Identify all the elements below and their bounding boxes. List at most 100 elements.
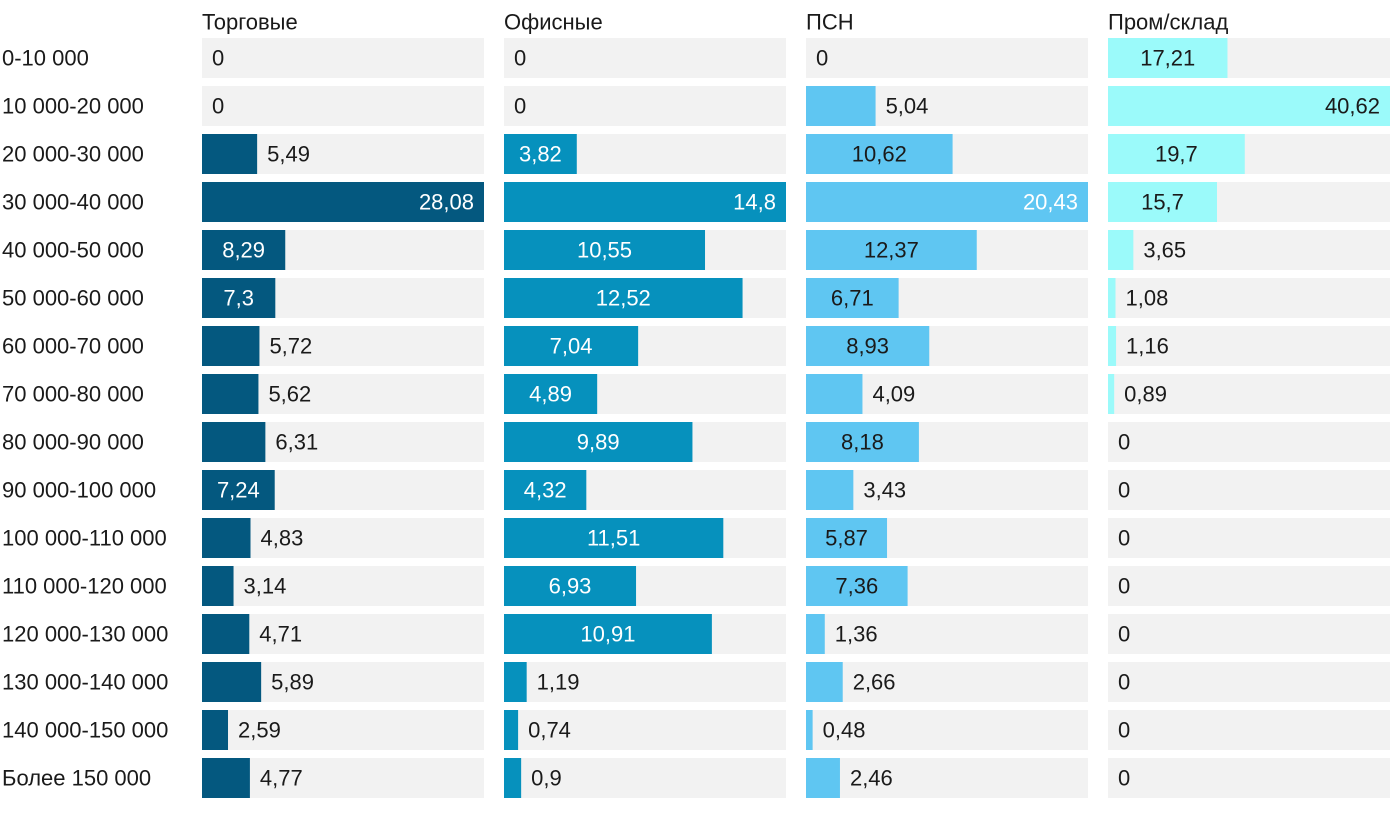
data-label: 0,48	[823, 718, 866, 743]
bar	[504, 134, 577, 174]
bar-track	[1108, 710, 1390, 750]
row-label: 40 000-50 000	[2, 238, 144, 263]
data-label: 0	[1118, 718, 1130, 743]
bar-track	[1108, 518, 1390, 558]
panel-title: Офисные	[504, 10, 603, 35]
row-label: 20 000-30 000	[2, 142, 144, 167]
bar-track	[202, 38, 484, 78]
bar	[202, 326, 260, 366]
bar	[202, 710, 229, 750]
data-label: 6,71	[831, 286, 874, 311]
data-label: 0	[1118, 622, 1130, 647]
row-label: 80 000-90 000	[2, 430, 144, 455]
bar-track	[504, 710, 786, 750]
data-label: 3,43	[863, 478, 906, 503]
bar-track	[504, 662, 786, 702]
bar-track	[806, 710, 1088, 750]
data-label: 0,89	[1124, 382, 1167, 407]
bar	[806, 230, 977, 270]
panel-title: Торговые	[202, 10, 298, 35]
bar	[806, 134, 953, 174]
bar	[806, 86, 876, 126]
data-label: 12,52	[596, 286, 651, 311]
data-label: 3,82	[519, 142, 562, 167]
data-label: 2,66	[853, 670, 896, 695]
row-label: 50 000-60 000	[2, 286, 144, 311]
data-label: 2,59	[238, 718, 281, 743]
data-label: 1,36	[835, 622, 878, 647]
bar	[1108, 374, 1115, 414]
bar	[202, 470, 275, 510]
bar-track	[1108, 230, 1390, 270]
bar	[806, 518, 888, 558]
bar	[202, 374, 259, 414]
data-label: 8,29	[222, 238, 265, 263]
data-label: 0	[212, 46, 224, 71]
data-label: 0	[212, 94, 224, 119]
data-label: 3,14	[244, 574, 287, 599]
row-label: 60 000-70 000	[2, 334, 144, 359]
row-label: 100 000-110 000	[2, 526, 167, 551]
data-label: 0	[514, 46, 526, 71]
data-label: 9,89	[577, 430, 620, 455]
data-label: 8,93	[846, 334, 889, 359]
bar	[806, 614, 825, 654]
bar	[806, 182, 1088, 222]
bar	[504, 278, 743, 318]
data-label: 0	[1118, 430, 1130, 455]
bar	[1108, 38, 1228, 78]
bar	[1108, 182, 1217, 222]
data-label: 0	[1118, 766, 1130, 791]
bar	[202, 278, 276, 318]
data-label: 0	[1118, 478, 1130, 503]
data-label: 0,74	[528, 718, 571, 743]
data-label: 20,43	[1023, 190, 1078, 215]
row-label: 30 000-40 000	[2, 190, 144, 215]
data-label: 19,7	[1155, 142, 1198, 167]
data-label: 5,72	[269, 334, 312, 359]
bar-track	[1108, 758, 1390, 798]
bar-track	[806, 38, 1088, 78]
bar	[504, 518, 724, 558]
bar-track	[1108, 326, 1390, 366]
bar-track	[504, 86, 786, 126]
row-label: 120 000-130 000	[2, 622, 168, 647]
data-label: 28,08	[419, 190, 474, 215]
bar-track	[1108, 374, 1390, 414]
data-label: 5,89	[271, 670, 314, 695]
bar	[504, 566, 637, 606]
bar	[1108, 134, 1245, 174]
row-label: 130 000-140 000	[2, 670, 168, 695]
row-label: 90 000-100 000	[2, 478, 156, 503]
bar-track	[1108, 662, 1390, 702]
data-label: 8,18	[841, 430, 884, 455]
bar	[806, 326, 930, 366]
bar-track	[806, 614, 1088, 654]
data-label: 1,08	[1125, 286, 1168, 311]
bar	[202, 182, 484, 222]
bar	[806, 758, 840, 798]
bar	[1108, 326, 1117, 366]
panel-title: ПСН	[806, 10, 854, 35]
bar	[1108, 230, 1134, 270]
bar	[806, 374, 863, 414]
bar-track	[806, 662, 1088, 702]
bar-track	[202, 86, 484, 126]
bar	[202, 758, 250, 798]
data-label: 17,21	[1140, 46, 1195, 71]
bar	[202, 662, 262, 702]
bar	[504, 374, 598, 414]
row-label: 10 000-20 000	[2, 94, 144, 119]
data-label: 0	[816, 46, 828, 71]
data-label: 15,7	[1141, 190, 1184, 215]
bar	[202, 566, 234, 606]
data-label: 10,62	[852, 142, 907, 167]
data-label: 0,9	[531, 766, 562, 791]
bar	[504, 422, 693, 462]
data-label: 7,3	[223, 286, 254, 311]
data-label: 4,89	[529, 382, 572, 407]
bar	[504, 182, 786, 222]
bar	[806, 422, 919, 462]
bar	[504, 230, 706, 270]
